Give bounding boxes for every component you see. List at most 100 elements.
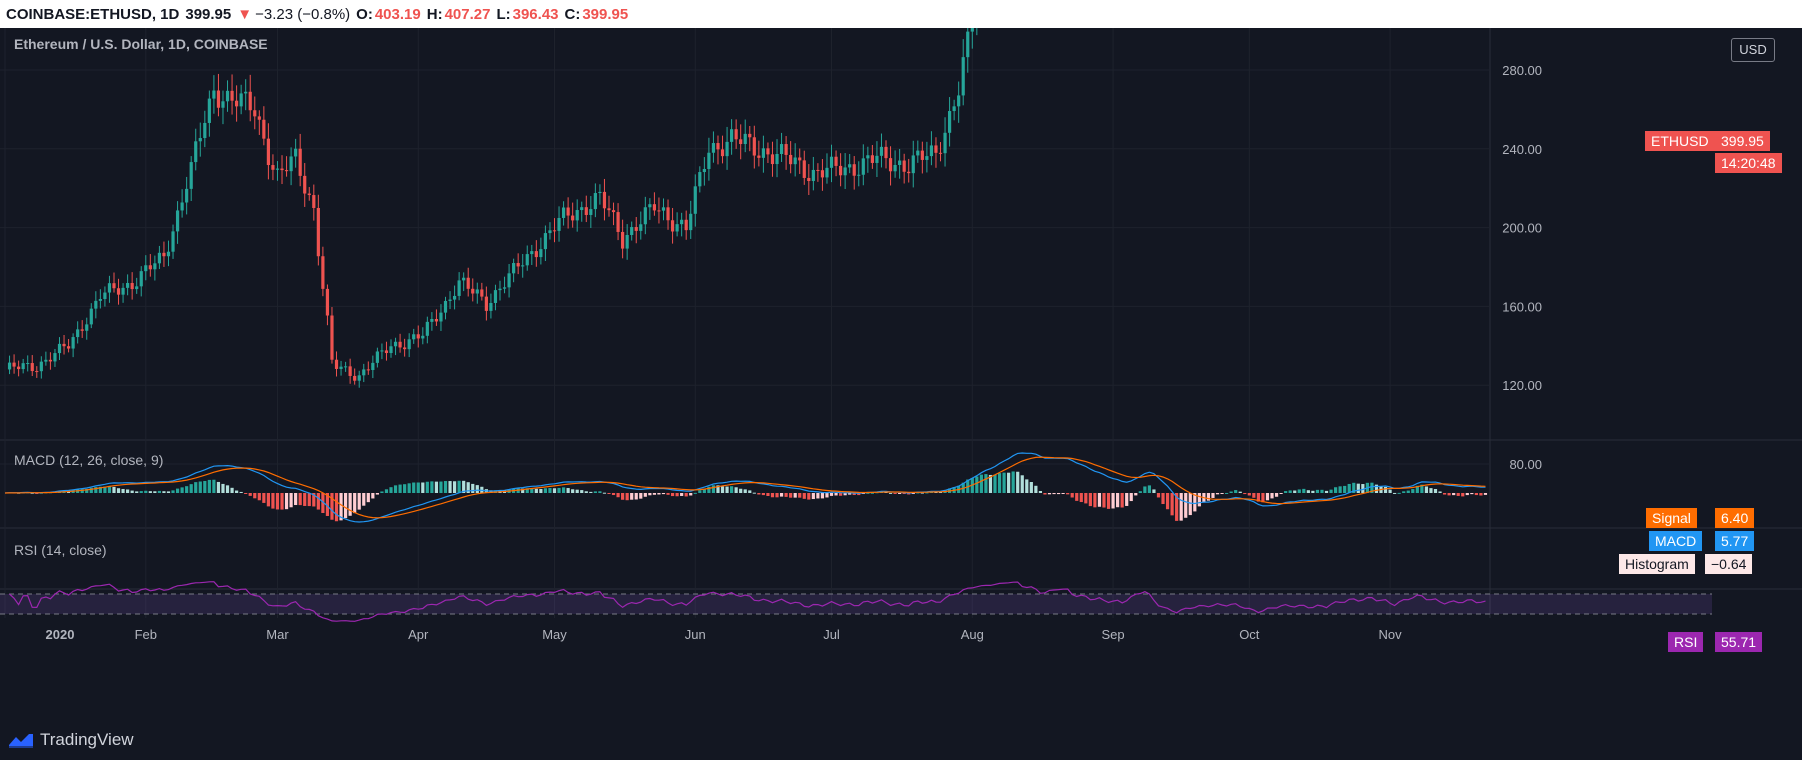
macd-histogram-bar — [1225, 492, 1229, 494]
candle-body — [180, 202, 184, 211]
candle-body — [189, 162, 193, 189]
macd-histogram-bar — [1197, 493, 1201, 507]
candle-body — [911, 155, 915, 174]
macd-histogram-bar — [1293, 490, 1297, 493]
macd-histogram-bar — [1070, 493, 1074, 498]
candle-body — [825, 167, 829, 178]
macd-histogram-bar — [984, 474, 988, 493]
candle-body — [26, 363, 30, 365]
macd-histogram-bar — [584, 491, 588, 493]
macd-histogram-bar — [593, 491, 597, 493]
macd-histogram-bar — [189, 484, 193, 493]
macd-histogram-bar — [793, 493, 797, 498]
candle-body — [816, 169, 820, 171]
price-tag-symbol: ETHUSD — [1645, 131, 1715, 151]
candle-body — [216, 90, 221, 108]
candle-body — [675, 224, 679, 232]
macd-histogram-bar — [1238, 491, 1242, 493]
macd-histogram-bar — [1025, 479, 1029, 493]
macd-histogram-bar — [443, 481, 448, 493]
candle-body — [811, 169, 815, 182]
brand-name[interactable]: TradingView — [40, 729, 134, 749]
macd-histogram-bar — [1297, 489, 1301, 493]
candle-body — [730, 129, 734, 142]
macd-histogram-bar — [421, 482, 425, 493]
macd-histogram-bar — [530, 488, 534, 493]
macd-histogram-bar — [548, 488, 552, 493]
macd-histogram-bar — [1279, 493, 1283, 494]
candle-body — [66, 346, 71, 349]
macd-histogram-bar — [580, 490, 584, 493]
candle-body — [321, 256, 325, 289]
macd-histogram-bar — [425, 481, 429, 493]
x-tick-label: Mar — [266, 627, 289, 642]
candle-body — [879, 146, 884, 156]
macd-histogram-bar — [1470, 493, 1474, 495]
macd-histogram-bar — [811, 493, 815, 500]
candle-body — [761, 148, 765, 158]
chart-area[interactable]: 80.00120.00160.00200.00240.00280.00320.0… — [0, 28, 1802, 719]
y-tick-label: 240.00 — [1502, 142, 1542, 157]
candle-body — [602, 191, 607, 209]
macd-histogram-bar — [1175, 493, 1179, 521]
macd-histogram-bar — [94, 487, 98, 493]
macd-histogram-bar — [312, 493, 316, 507]
candle-body — [552, 230, 557, 232]
candle-body — [171, 231, 175, 252]
macd-histogram-bar — [216, 481, 221, 493]
macd-histogram-bar — [1220, 493, 1224, 494]
macd-histogram-bar — [911, 493, 915, 494]
macd-histogram-bar — [988, 474, 993, 493]
macd-histogram-bar — [98, 486, 102, 493]
macd-histogram-bar — [680, 493, 684, 496]
currency-button[interactable]: USD — [1731, 38, 1775, 62]
candle-body — [907, 171, 911, 174]
macd-histogram-bar — [838, 493, 843, 496]
indicator-background — [0, 528, 1802, 719]
candle-body — [639, 224, 643, 231]
candle-body — [126, 282, 130, 288]
macd-histogram-bar — [589, 491, 593, 493]
candle-body — [852, 164, 856, 176]
candle-body — [548, 230, 552, 234]
candle-body — [325, 288, 330, 316]
macd-histogram-bar — [975, 476, 979, 493]
candle-body — [584, 207, 588, 215]
candle-body — [734, 129, 738, 140]
candle-body — [530, 251, 534, 255]
macd-histogram-bar — [834, 493, 838, 496]
candle-body — [284, 170, 289, 172]
chart-title: Ethereum / U.S. Dollar, 1D, COINBASE — [14, 36, 268, 52]
candle-body — [848, 164, 852, 168]
candle-body — [952, 106, 956, 112]
macd-histogram-bar — [625, 493, 629, 501]
macd-histogram-bar — [462, 480, 466, 493]
macd-histogram-bar — [516, 488, 520, 493]
macd-histogram-bar — [1020, 475, 1024, 493]
macd-histogram-bar — [916, 492, 920, 494]
macd-histogram-bar — [471, 483, 475, 493]
macd-histogram-bar — [1247, 493, 1251, 496]
macd-histogram-bar — [1056, 493, 1061, 495]
candle-body — [298, 148, 302, 176]
triangle-down-icon: ▼ — [237, 5, 253, 23]
macd-histogram-bar — [997, 473, 1002, 493]
candle-body — [966, 31, 970, 58]
macd-histogram-bar — [1447, 493, 1451, 496]
candle-body — [607, 208, 611, 211]
macd-histogram-bar — [693, 492, 697, 494]
macd-histogram-bar — [80, 489, 84, 493]
macd-histogram-bar — [816, 493, 820, 499]
candle-body — [652, 204, 657, 211]
candle-body — [534, 251, 538, 258]
macd-histogram-bar — [1061, 493, 1065, 494]
macd-histogram-bar — [248, 493, 252, 496]
candle-body — [507, 273, 511, 288]
candle-body — [680, 219, 684, 225]
candle-body — [230, 90, 234, 101]
candle-body — [884, 146, 888, 159]
candle-body — [357, 375, 361, 381]
macd-histogram-bar — [1320, 489, 1324, 493]
candle-body — [198, 138, 202, 142]
macd-histogram-bar — [920, 492, 924, 494]
